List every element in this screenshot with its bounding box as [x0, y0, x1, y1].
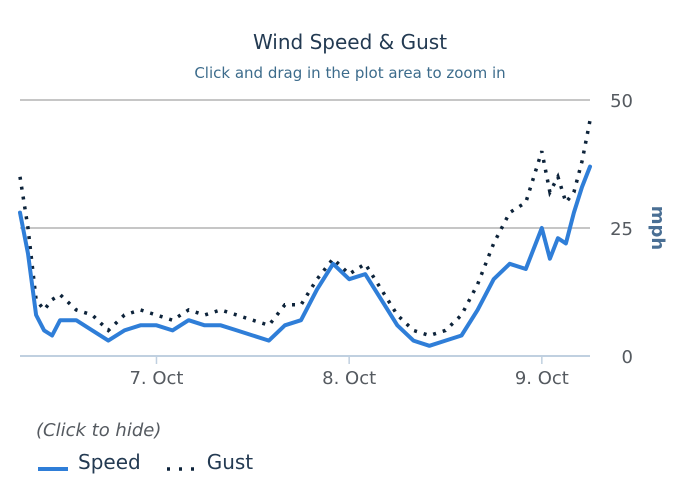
y-axis-label: mph: [647, 206, 668, 250]
legend-symbol-speed: [36, 456, 70, 471]
grid-lines: [20, 99, 590, 357]
y-tick-label: 0: [622, 347, 633, 368]
legend-label-gust: Gust: [206, 450, 254, 474]
x-tick-label: 7. Oct: [129, 368, 183, 389]
x-tick-label: 9. Oct: [515, 368, 569, 389]
chart-title: Wind Speed & Gust: [253, 30, 447, 54]
y-tick-label: 50: [610, 91, 633, 112]
series-speed-line[interactable]: [18, 164, 592, 348]
legend-label-speed: Speed: [78, 450, 141, 474]
x-tick-label: 8. Oct: [322, 368, 376, 389]
legend-hint: (Click to hide): [36, 420, 162, 441]
legend: Speed Gust: [36, 450, 277, 474]
legend-symbol-gust: [165, 456, 199, 471]
chart-subtitle: Click and drag in the plot area to zoom …: [194, 64, 505, 82]
legend-item-speed[interactable]: Speed: [36, 450, 141, 474]
legend-item-gust[interactable]: Gust: [165, 450, 253, 474]
series-layer[interactable]: [18, 120, 592, 348]
axis-ticks: 0 25 50 7. Oct 8. Oct 9. Oct: [129, 91, 633, 389]
y-tick-label: 25: [610, 219, 633, 240]
